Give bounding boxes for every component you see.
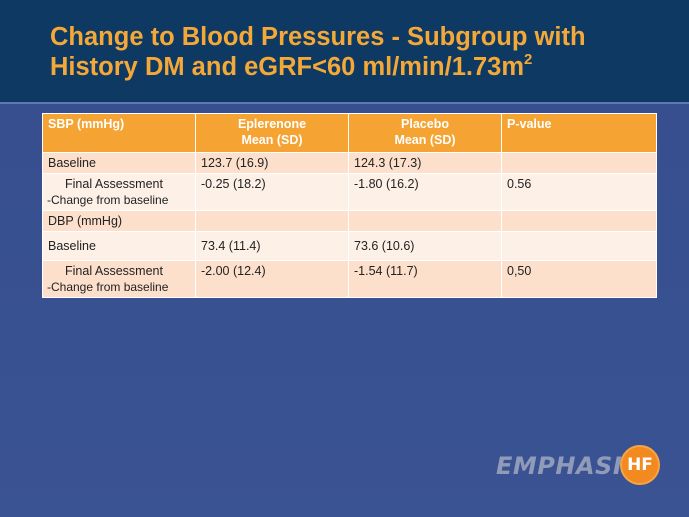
- cell-eplerenone: -0.25 (18.2): [195, 173, 349, 211]
- table-row: Final Assessment -Change from baseline -…: [42, 173, 657, 211]
- logo-text: EMPHASIS: [496, 452, 641, 480]
- emphasis-hf-logo: EMPHASIS HF: [496, 442, 666, 494]
- cell-empty: [195, 210, 349, 232]
- title-superscript: 2: [524, 51, 533, 68]
- slide-header: Change to Blood Pressures - Subgroup wit…: [0, 0, 689, 104]
- cell-empty: [501, 210, 657, 232]
- row-label: Final Assessment: [65, 177, 163, 191]
- cell-placebo: -1.54 (11.7): [348, 260, 502, 298]
- table-row: Final Assessment -Change from baseline -…: [42, 260, 657, 298]
- slide-title-text: Change to Blood Pressures - Subgroup wit…: [50, 23, 586, 81]
- header-eplerenone-name: Eplerenone: [237, 117, 307, 131]
- cell-pvalue: 0.56: [501, 173, 657, 211]
- row-note: -Change from baseline: [47, 280, 169, 294]
- cell-eplerenone: -2.00 (12.4): [195, 260, 349, 298]
- row-label-cell: Final Assessment -Change from baseline: [42, 173, 196, 211]
- row-note: -Change from baseline: [47, 193, 169, 207]
- table-section-row: DBP (mmHg): [42, 210, 657, 232]
- table-header-row: SBP (mmHg) Eplerenone Mean (SD) Placebo …: [42, 113, 657, 153]
- cell-pvalue: [501, 152, 657, 174]
- cell-pvalue: 0,50: [501, 260, 657, 298]
- header-placebo-name: Placebo: [401, 117, 449, 131]
- logo-badge: HF: [620, 445, 660, 485]
- cell-empty: [348, 210, 502, 232]
- row-label: Baseline: [42, 231, 196, 261]
- row-label: Final Assessment: [65, 264, 163, 278]
- cell-eplerenone: 123.7 (16.9): [195, 152, 349, 174]
- cell-pvalue: [501, 231, 657, 261]
- cell-placebo: -1.80 (16.2): [348, 173, 502, 211]
- logo-badge-text: HF: [627, 455, 653, 475]
- cell-eplerenone: 73.4 (11.4): [195, 231, 349, 261]
- slide-title: Change to Blood Pressures - Subgroup wit…: [50, 22, 670, 82]
- header-pvalue: P-value: [501, 113, 657, 153]
- table-row: Baseline 73.4 (11.4) 73.6 (10.6): [42, 231, 657, 261]
- header-placebo: Placebo Mean (SD): [348, 113, 502, 153]
- header-eplerenone-stat: Mean (SD): [241, 133, 303, 147]
- row-label-cell: Final Assessment -Change from baseline: [42, 260, 196, 298]
- cell-placebo: 124.3 (17.3): [348, 152, 502, 174]
- header-sbp: SBP (mmHg): [42, 113, 196, 153]
- header-placebo-stat: Mean (SD): [394, 133, 456, 147]
- blood-pressure-table: SBP (mmHg) Eplerenone Mean (SD) Placebo …: [42, 113, 657, 298]
- section-dbp: DBP (mmHg): [42, 210, 196, 232]
- row-label: Baseline: [42, 152, 196, 174]
- header-eplerenone: Eplerenone Mean (SD): [195, 113, 349, 153]
- table-row: Baseline 123.7 (16.9) 124.3 (17.3): [42, 152, 657, 174]
- cell-placebo: 73.6 (10.6): [348, 231, 502, 261]
